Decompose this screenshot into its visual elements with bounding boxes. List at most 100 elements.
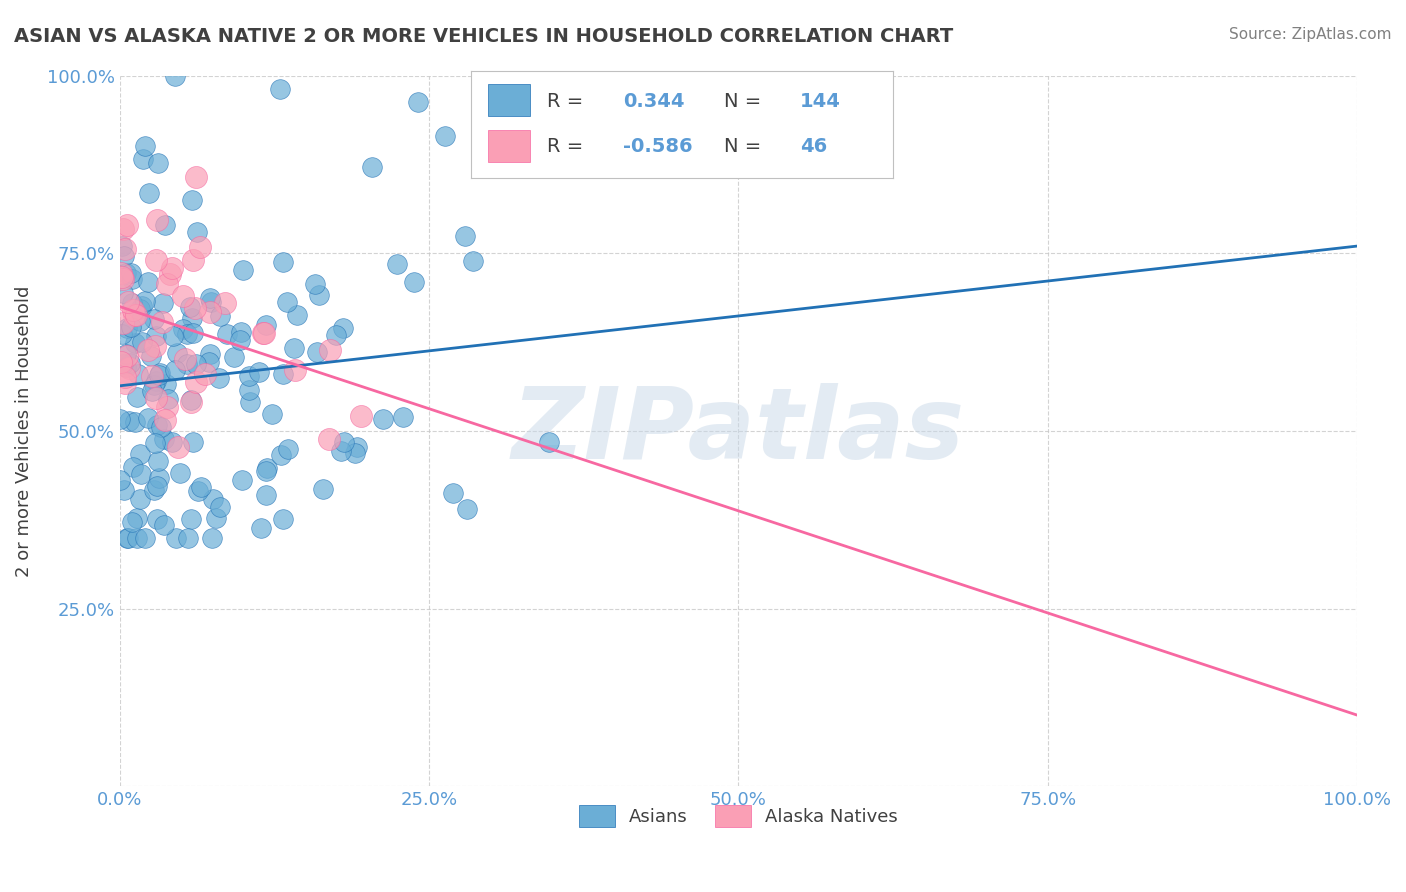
Point — [456, 502, 478, 516]
Point — [231, 326, 253, 340]
Point — [461, 254, 484, 268]
Point — [186, 170, 208, 185]
Point — [138, 186, 160, 201]
Point — [312, 483, 335, 497]
Point — [271, 255, 294, 269]
Point — [176, 357, 198, 371]
Point — [180, 395, 202, 409]
Point — [271, 367, 294, 381]
Point — [176, 326, 198, 341]
Point — [118, 356, 141, 370]
Text: ASIAN VS ALASKA NATIVE 2 OR MORE VEHICLES IN HOUSEHOLD CORRELATION CHART: ASIAN VS ALASKA NATIVE 2 OR MORE VEHICLE… — [14, 27, 953, 45]
Point — [184, 375, 207, 389]
Point — [114, 370, 136, 384]
Point — [202, 491, 225, 506]
Point — [112, 316, 135, 330]
Point — [136, 343, 159, 358]
Point — [117, 349, 139, 363]
Point — [111, 286, 134, 301]
Point — [387, 257, 409, 271]
Point — [142, 483, 165, 497]
Point — [155, 377, 177, 392]
Point — [169, 466, 191, 480]
Point — [142, 377, 165, 392]
Point — [325, 328, 347, 343]
Point — [125, 308, 148, 322]
Point — [254, 318, 277, 333]
Point — [145, 511, 167, 525]
Point — [120, 319, 142, 334]
Point — [177, 531, 200, 545]
Point — [238, 368, 260, 383]
Point — [124, 415, 146, 429]
Point — [186, 358, 208, 372]
Point — [114, 242, 136, 256]
Point — [198, 292, 221, 306]
Point — [305, 345, 328, 359]
Point — [183, 434, 205, 449]
Point — [200, 294, 222, 309]
Point — [118, 414, 141, 428]
Point — [198, 304, 221, 318]
Point — [129, 314, 152, 328]
Text: Source: ZipAtlas.com: Source: ZipAtlas.com — [1229, 27, 1392, 42]
Point — [186, 226, 208, 240]
Point — [253, 326, 276, 340]
Point — [238, 383, 260, 397]
Point — [329, 443, 352, 458]
Point — [222, 350, 245, 364]
Point — [145, 329, 167, 343]
Point — [208, 371, 231, 385]
Point — [198, 347, 221, 361]
Point — [181, 326, 204, 340]
Point — [115, 347, 138, 361]
Point — [111, 238, 134, 252]
Point — [260, 407, 283, 421]
Point — [194, 368, 217, 382]
Text: ZIPatlas: ZIPatlas — [512, 383, 965, 480]
Point — [122, 308, 145, 322]
Point — [318, 432, 340, 446]
Point — [247, 365, 270, 379]
Point — [129, 302, 152, 317]
Point — [361, 160, 384, 174]
Point — [117, 531, 139, 545]
Point — [121, 515, 143, 529]
Point — [122, 303, 145, 318]
Point — [111, 272, 134, 286]
Point — [174, 352, 197, 367]
Point — [110, 473, 132, 487]
Point — [239, 395, 262, 409]
Point — [187, 484, 209, 499]
Point — [128, 447, 150, 461]
Point — [136, 410, 159, 425]
Point — [112, 483, 135, 497]
Point — [159, 267, 181, 281]
Text: R =: R = — [547, 136, 589, 156]
Point — [117, 321, 139, 335]
Point — [148, 368, 170, 382]
Point — [179, 300, 201, 314]
Point — [197, 355, 219, 369]
FancyBboxPatch shape — [488, 84, 530, 116]
Point — [152, 432, 174, 446]
Point — [537, 435, 560, 450]
Point — [181, 193, 204, 207]
Point — [121, 296, 143, 310]
Point — [217, 326, 239, 341]
Point — [254, 487, 277, 501]
Point — [143, 338, 166, 352]
Point — [181, 310, 204, 325]
Point — [115, 359, 138, 374]
Point — [145, 391, 167, 405]
Point — [145, 374, 167, 388]
Point — [276, 295, 298, 310]
Point — [214, 296, 236, 310]
Point — [232, 263, 254, 277]
Point — [433, 128, 456, 143]
Text: 46: 46 — [800, 136, 827, 156]
Point — [125, 391, 148, 405]
Point — [172, 322, 194, 336]
Point — [117, 531, 139, 545]
Point — [250, 521, 273, 535]
